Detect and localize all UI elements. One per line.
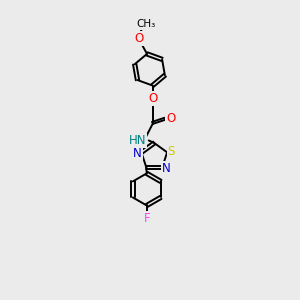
Text: HN: HN: [129, 134, 146, 147]
Text: N: N: [133, 147, 142, 160]
Text: CH₃: CH₃: [136, 19, 156, 29]
Text: F: F: [143, 212, 150, 225]
Text: O: O: [148, 92, 157, 105]
Text: S: S: [168, 145, 175, 158]
Text: O: O: [166, 112, 176, 125]
Text: N: N: [162, 162, 171, 175]
Text: O: O: [134, 32, 144, 45]
